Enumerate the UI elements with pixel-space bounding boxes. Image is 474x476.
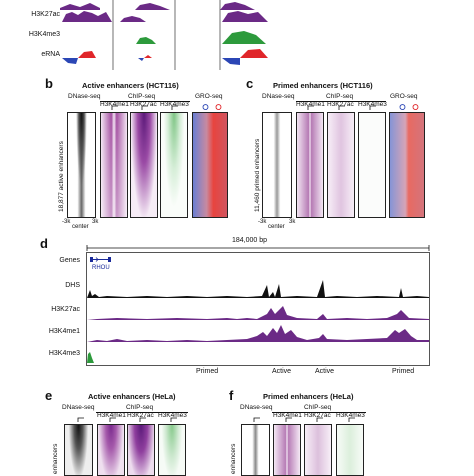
track-label: H3K4me1 (48, 328, 80, 335)
axis-right: 3k (92, 219, 99, 225)
column-label-k4me1: H3K4me1 (296, 101, 325, 108)
gene-model-rhou (90, 257, 111, 262)
panel-title: Primed enhancers (HeLa) (263, 392, 354, 401)
heatmap-k4me3 (336, 424, 364, 476)
panel-letter: b (45, 76, 53, 91)
column-label-k27ac: H3K27ac (130, 101, 157, 108)
column-label-k27ac: H3K27ac (327, 101, 354, 108)
gene-name: RHOU (92, 265, 110, 271)
chip-bracket (272, 412, 366, 413)
track-label: H3K27ac (51, 306, 80, 313)
panel-letter: c (246, 76, 254, 91)
heatmap-gro (192, 112, 228, 218)
chip-bracket (296, 101, 386, 102)
scale-label: 184,000 bp (232, 237, 268, 244)
column-group-chip: ChIP-seq (126, 404, 154, 411)
annotation-active: Active (272, 368, 292, 375)
panel-title: Active enhancers (HCT116) (82, 81, 179, 90)
heatmap-k4me1 (100, 112, 128, 218)
chip-bracket (96, 412, 188, 413)
column-group-chip: ChIP-seq (128, 93, 156, 100)
heatmap-k4me3 (358, 112, 386, 218)
heatmap-gro (389, 112, 425, 218)
panel-letter: e (45, 388, 53, 403)
column-label-k4me1: H3K4me1 (273, 412, 302, 419)
heatmap-dnase (67, 112, 96, 218)
column-label-k4me3: H3K4me3 (336, 412, 365, 419)
axis-center: center (72, 224, 89, 230)
browser-frame (86, 252, 430, 366)
axis-right: 3k (289, 219, 296, 225)
heatmap-k4me1 (296, 112, 324, 218)
axis-center: center (268, 224, 285, 230)
column-label-gro: GRO-seq (390, 93, 418, 100)
panel-a-tracks (62, 0, 268, 70)
column-label-k4me3: H3K4me3 (358, 101, 387, 108)
heatmap-k4me3 (158, 424, 186, 476)
panel-a-track-label: H3K4me3 (28, 31, 60, 38)
annotation-primed: Primed (196, 368, 219, 375)
chip-bracket (100, 101, 190, 102)
panel-letter: d (40, 236, 48, 251)
column-label-k4me3: H3K4me3 (158, 412, 187, 419)
column-group-chip: ChIP-seq (326, 93, 354, 100)
axis-left: -3k (258, 219, 267, 225)
genome-tracks (87, 280, 429, 363)
column-label-dnase: DNase-seq (68, 93, 101, 100)
panel-title: Active enhancers (HeLa) (88, 392, 176, 401)
heatmap-k27ac (130, 112, 158, 218)
axis-left: -3k (62, 219, 71, 225)
panel-a-track-label: H3K27ac (31, 11, 60, 18)
track-label: DHS (65, 282, 80, 289)
track-label-genes: Genes (59, 257, 80, 264)
heatmap-dnase (262, 112, 292, 218)
panel-letter: f (229, 388, 234, 403)
column-label-k27ac: H3K27ac (127, 412, 154, 419)
column-group-chip: ChIP-seq (304, 404, 332, 411)
panel-a-track-label: eRNA (41, 51, 60, 58)
heatmap-k27ac (127, 424, 155, 476)
column-label-k4me3: H3K4me3 (160, 101, 189, 108)
column-label-dnase: DNase-seq (240, 404, 273, 411)
column-label-gro: GRO-seq (195, 93, 223, 100)
annotation-active: Active (315, 368, 335, 375)
panel-a-top-track (60, 2, 255, 10)
scale-bar (86, 245, 430, 251)
column-label-k4me1: H3K4me1 (97, 412, 126, 419)
track-label: H3K4me3 (48, 350, 80, 357)
column-label-k27ac: H3K27ac (304, 412, 331, 419)
heatmap-k27ac (327, 112, 355, 218)
panel-title: Primed enhancers (HCT116) (273, 81, 373, 90)
heatmap-dnase (241, 424, 270, 476)
column-label-k4me1: H3K4me1 (100, 101, 129, 108)
heatmap-k4me3 (160, 112, 188, 218)
column-label-dnase: DNase-seq (262, 93, 295, 100)
annotation-primed: Primed (392, 368, 415, 375)
column-label-dnase: DNase-seq (62, 404, 95, 411)
